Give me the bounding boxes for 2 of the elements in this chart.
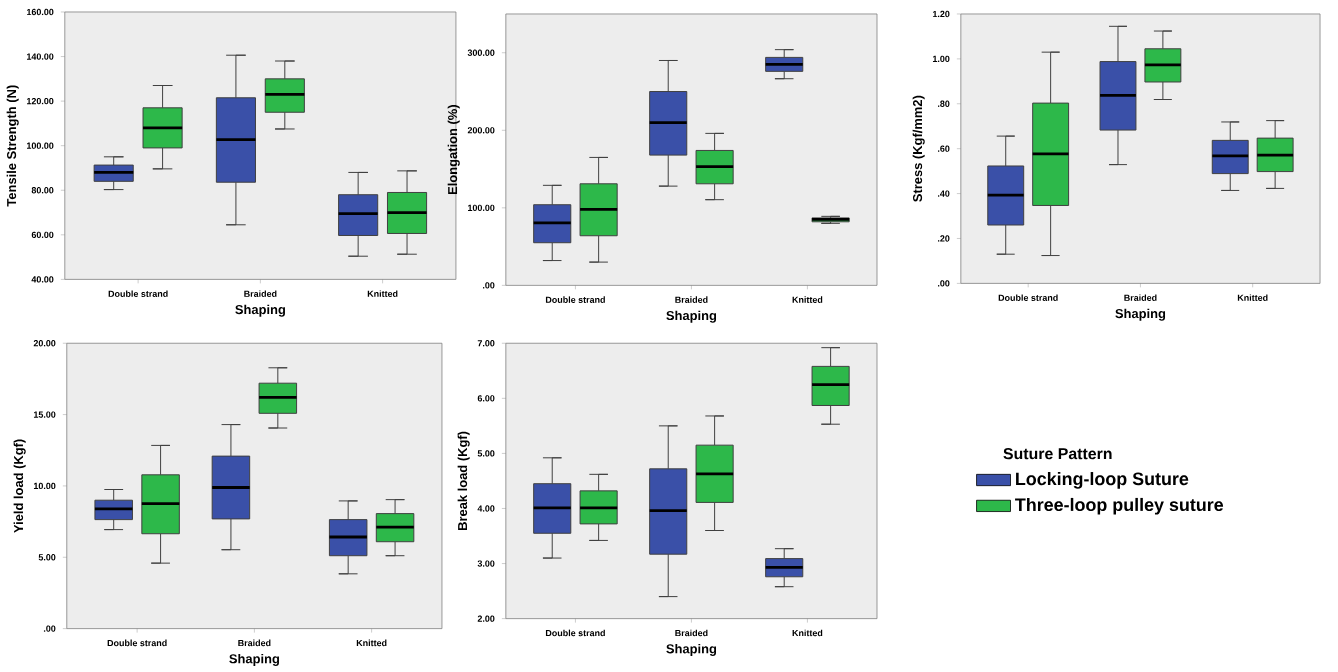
- legend-label: Three-loop pulley suture: [1015, 497, 1224, 515]
- legend-label: Locking-loop Suture: [1016, 471, 1189, 489]
